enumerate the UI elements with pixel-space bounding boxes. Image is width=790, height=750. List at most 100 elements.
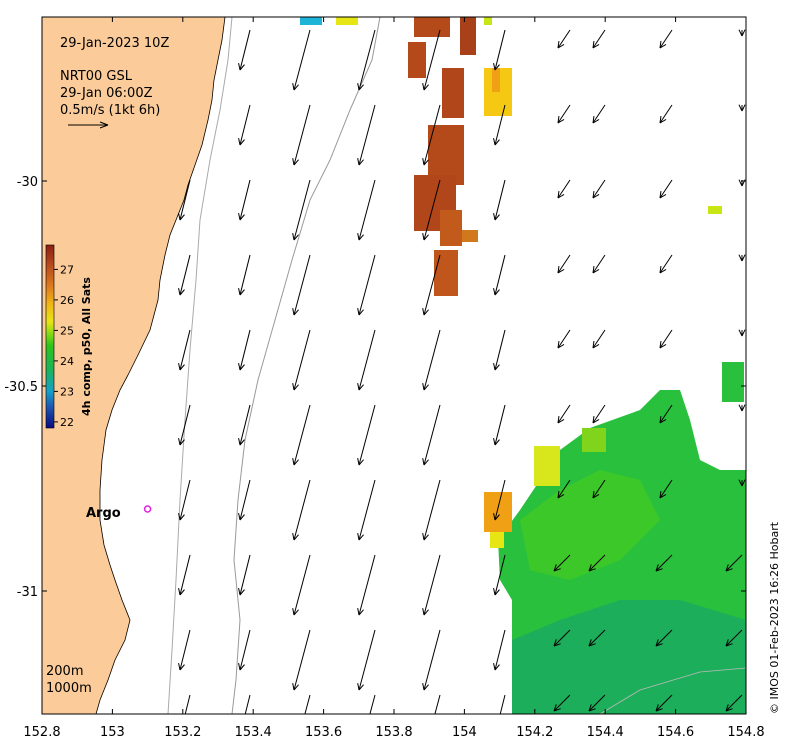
current-arrowhead (357, 83, 360, 91)
current-arrow (239, 479, 251, 521)
current-arrow (659, 29, 673, 49)
x-tick-label: 153.6 (305, 725, 342, 740)
current-arrowhead (423, 234, 429, 241)
current-arrow (358, 329, 376, 391)
current-time-label: 29-Jan 06:00Z (60, 86, 153, 101)
current-arrowhead (592, 490, 595, 499)
current-arrowhead (557, 494, 565, 499)
current-arrow (557, 254, 571, 274)
current-arrowhead (741, 104, 746, 112)
current-arrowhead (592, 44, 600, 49)
current-arrow (369, 694, 376, 714)
current-arrow (588, 694, 606, 712)
current-arrowhead (659, 419, 667, 424)
current-arrowhead (493, 663, 496, 671)
current-arrow (239, 179, 251, 221)
current-arrowhead (557, 119, 565, 124)
current-arrow (557, 29, 571, 49)
current-arrowhead (494, 439, 500, 446)
current-arrow (659, 479, 673, 499)
current-arrowhead (358, 684, 364, 691)
current-arrowhead (238, 438, 241, 446)
current-arrowhead (358, 84, 364, 91)
current-arrow (553, 694, 571, 712)
current-arrowhead (179, 439, 185, 446)
current-arrow (592, 329, 606, 349)
current-arrowhead (493, 588, 496, 596)
current-arrowhead (238, 138, 241, 146)
current-arrowhead (357, 458, 360, 466)
current-arrowhead (741, 29, 746, 37)
current-arrowhead (493, 213, 496, 221)
current-arrowhead (358, 534, 364, 541)
current-arrow (358, 104, 376, 166)
current-arrowhead (725, 708, 733, 712)
current-arrowhead (292, 458, 295, 466)
current-arrowhead (493, 63, 496, 71)
current-arrow (239, 329, 251, 371)
current-arrowhead (738, 179, 743, 187)
scale-label: 0.5m/s (1kt 6h) (60, 103, 160, 118)
current-arrowhead (738, 104, 743, 112)
current-arrowhead (239, 364, 245, 371)
current-arrow (423, 29, 441, 91)
current-arrow (557, 479, 571, 499)
current-arrowhead (293, 534, 299, 541)
current-arrowhead (493, 363, 496, 371)
current-arrowhead (494, 589, 500, 596)
current-arrowhead (592, 190, 595, 199)
x-tick-label: 153 (100, 725, 125, 740)
current-arrowhead (659, 44, 667, 49)
current-arrowhead (179, 364, 185, 371)
current-arrow (494, 404, 506, 446)
current-arrow (423, 329, 441, 391)
current-arrow (179, 254, 191, 296)
current-arrow (659, 329, 673, 349)
current-arrowhead (292, 683, 295, 691)
argo-label: Argo (86, 506, 121, 521)
current-arrowhead (588, 564, 592, 572)
current-arrow (293, 329, 311, 391)
current-arrowhead (293, 684, 299, 691)
current-arrowhead (357, 683, 360, 691)
current-arrowhead (495, 730, 499, 735)
colorbar-title: 4h comp, p50, All Sats (80, 277, 93, 416)
current-arrowhead (494, 139, 500, 146)
current-arrowhead (494, 364, 500, 371)
current-arrow (655, 694, 673, 712)
current-arrowhead (493, 438, 496, 446)
current-arrowhead (592, 494, 600, 499)
current-arrow (423, 254, 441, 316)
current-arrowhead (588, 704, 592, 712)
argo-marker (143, 505, 152, 513)
current-arrow (592, 29, 606, 49)
current-arrowhead (423, 459, 429, 466)
current-arrow (239, 554, 251, 596)
current-arrowhead (659, 344, 667, 349)
current-arrowhead (358, 234, 364, 241)
current-arrowhead (239, 139, 245, 146)
current-arrow (553, 629, 571, 647)
current-arrow (293, 179, 311, 241)
current-arrowhead (422, 158, 425, 166)
current-arrowhead (179, 664, 185, 671)
current-arrowhead (557, 415, 560, 424)
current-arrowhead (239, 64, 245, 71)
current-arrowhead (293, 234, 299, 241)
y-axis: -30 -30.5 -31 (4, 175, 746, 600)
current-arrowhead (588, 643, 596, 647)
current-arrow (725, 694, 743, 712)
current-arrowhead (592, 415, 595, 424)
current-arrowhead (738, 329, 743, 337)
current-arrowhead (659, 190, 662, 199)
current-arrow (423, 404, 441, 466)
current-arrowhead (179, 589, 185, 596)
current-arrowhead (557, 190, 560, 199)
current-arrow (423, 554, 441, 616)
colorbar-tick-label: 22 (60, 416, 74, 429)
current-arrowhead (553, 568, 561, 572)
colorbar-ticks: 22 23 24 25 26 27 (54, 263, 74, 429)
current-arrowhead (553, 639, 557, 647)
current-arrowhead (592, 265, 595, 274)
